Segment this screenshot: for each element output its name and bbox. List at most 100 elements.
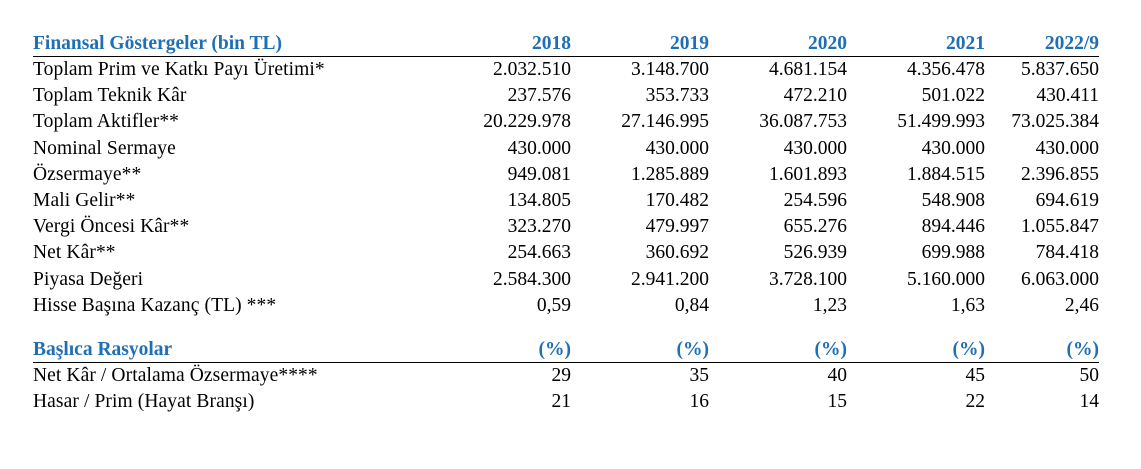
year-header-2021: 2021 [847, 31, 985, 57]
ratio-unit-header: (%) [433, 337, 571, 364]
table-cell: 694.619 [1035, 190, 1099, 212]
table-cell: 3.728.100 [769, 268, 847, 290]
table-cell: 40 [827, 365, 848, 387]
table-cell: 4.356.478 [907, 59, 985, 80]
table-cell: 430.000 [783, 137, 847, 159]
ratio-unit-header: (%) [847, 337, 985, 364]
row-label: Piyasa Değeri [33, 268, 144, 290]
table-cell: 1.055.847 [1021, 216, 1099, 238]
table-cell: 548.908 [921, 190, 985, 212]
table-cell: 2.032.510 [493, 59, 571, 80]
table-cell: 35 [689, 365, 710, 387]
table-row: Mali Gelir** 134.805 170.482 254.596 548… [33, 188, 1099, 214]
table-cell: 1.884.515 [907, 163, 985, 185]
table-cell: 526.939 [783, 242, 847, 264]
ratios-section-title: Başlıca Rasyolar [33, 337, 433, 364]
ratio-unit-header: (%) [571, 337, 709, 364]
table-cell: 21 [551, 391, 572, 413]
table-cell: 1.601.893 [769, 163, 847, 185]
table-cell: 5.837.650 [1021, 59, 1099, 80]
year-header-2020: 2020 [709, 31, 847, 57]
table-row: Toplam Aktifler** 20.229.978 27.146.995 … [33, 109, 1099, 135]
table-row: Net Kâr / Ortalama Özsermaye**** 29 35 4… [33, 363, 1099, 390]
row-label: Vergi Öncesi Kâr** [33, 216, 190, 238]
table-cell: 784.418 [1035, 242, 1099, 264]
table-cell: 22 [965, 391, 986, 413]
row-label: Toplam Prim ve Katkı Payı Üretimi* [33, 59, 325, 80]
table-row: Hasar / Prim (Hayat Branşı) 21 16 15 22 … [33, 389, 1099, 415]
table-row: Net Kâr** 254.663 360.692 526.939 699.98… [33, 240, 1099, 266]
row-label: Nominal Sermaye [33, 137, 176, 159]
table-cell: 237.576 [507, 85, 571, 107]
year-header-2018: 2018 [433, 31, 571, 57]
table-cell: 5.160.000 [907, 268, 985, 290]
financial-header-row: Finansal Göstergeler (bin TL) 2018 2019 … [33, 31, 1099, 57]
table-cell: 134.805 [507, 190, 571, 212]
financial-indicators-document: Finansal Göstergeler (bin TL) 2018 2019 … [33, 31, 1099, 415]
table-cell: 15 [827, 391, 848, 413]
table-cell: 4.681.154 [769, 59, 847, 80]
table-cell: 501.022 [921, 85, 985, 107]
table-cell: 50 [1079, 365, 1100, 387]
section-spacer [33, 319, 1099, 337]
table-cell: 699.988 [921, 242, 985, 264]
table-cell: 1.285.889 [631, 163, 709, 185]
table-row: Özsermaye** 949.081 1.285.889 1.601.893 … [33, 162, 1099, 188]
table-cell: 254.663 [507, 242, 571, 264]
table-cell: 20.229.978 [483, 111, 571, 133]
table-cell: 655.276 [783, 216, 847, 238]
table-cell: 170.482 [645, 190, 709, 212]
table-cell: 2.941.200 [631, 268, 709, 290]
ratios-section: Başlıca Rasyolar (%) (%) (%) (%) (%) Net… [33, 337, 1099, 415]
table-cell: 2.584.300 [493, 268, 571, 290]
table-row: Nominal Sermaye 430.000 430.000 430.000 … [33, 136, 1099, 162]
table-cell: 360.692 [645, 242, 709, 264]
table-row: Vergi Öncesi Kâr** 323.270 479.997 655.2… [33, 214, 1099, 240]
row-label: Hasar / Prim (Hayat Branşı) [33, 391, 255, 413]
table-cell: 353.733 [645, 85, 709, 107]
financial-indicators-table: Finansal Göstergeler (bin TL) 2018 2019 … [33, 31, 1099, 415]
table-cell: 430.000 [921, 137, 985, 159]
year-header-2019: 2019 [571, 31, 709, 57]
table-cell: 254.596 [783, 190, 847, 212]
row-label: Özsermaye** [33, 163, 142, 185]
table-cell: 472.210 [783, 85, 847, 107]
table-cell: 1,63 [950, 294, 985, 316]
table-cell: 29 [551, 365, 572, 387]
table-cell: 73.025.384 [1011, 111, 1099, 133]
table-cell: 430.000 [507, 137, 571, 159]
table-cell: 949.081 [507, 163, 571, 185]
table-cell: 430.411 [1036, 85, 1099, 107]
ratio-unit-header: (%) [709, 337, 847, 364]
financial-section-title: Finansal Göstergeler (bin TL) [33, 31, 433, 57]
row-label: Net Kâr / Ortalama Özsermaye**** [33, 365, 318, 387]
table-cell: 430.000 [645, 137, 709, 159]
table-cell: 430.000 [1035, 137, 1099, 159]
table-cell: 479.997 [645, 216, 709, 238]
table-cell: 36.087.753 [759, 111, 847, 133]
row-label: Toplam Teknik Kâr [33, 85, 187, 107]
table-cell: 14 [1079, 391, 1100, 413]
table-cell: 0,84 [674, 294, 709, 316]
table-cell: 323.270 [507, 216, 571, 238]
table-row: Toplam Teknik Kâr 237.576 353.733 472.21… [33, 83, 1099, 109]
row-label: Net Kâr** [33, 242, 116, 264]
table-row: Toplam Prim ve Katkı Payı Üretimi* 2.032… [33, 57, 1099, 84]
row-label: Hisse Başına Kazanç (TL) *** [33, 294, 277, 316]
table-cell: 3.148.700 [631, 59, 709, 80]
row-label: Mali Gelir** [33, 190, 136, 212]
table-cell: 0,59 [536, 294, 571, 316]
table-cell: 6.063.000 [1021, 268, 1099, 290]
table-cell: 45 [965, 365, 986, 387]
table-cell: 51.499.993 [897, 111, 985, 133]
ratio-unit-header: (%) [985, 337, 1099, 364]
table-cell: 27.146.995 [621, 111, 709, 133]
table-cell: 1,23 [812, 294, 847, 316]
year-header-2022-9: 2022/9 [985, 31, 1099, 57]
spacer-cell [33, 319, 1099, 337]
table-cell: 16 [689, 391, 710, 413]
table-cell: 2,46 [1064, 294, 1099, 316]
financial-rows: Toplam Prim ve Katkı Payı Üretimi* 2.032… [33, 57, 1099, 338]
table-row: Piyasa Değeri 2.584.300 2.941.200 3.728.… [33, 267, 1099, 293]
table-cell: 2.396.855 [1021, 163, 1099, 185]
